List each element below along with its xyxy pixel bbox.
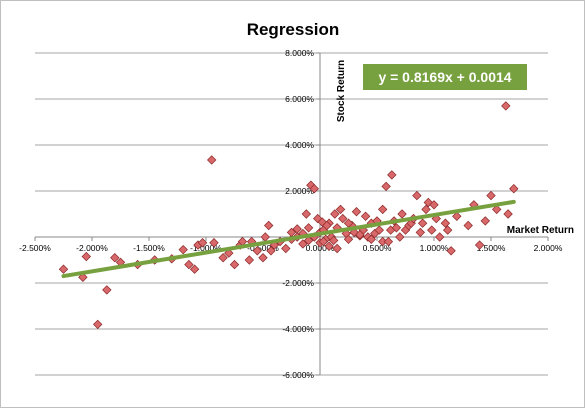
data-point (387, 170, 397, 180)
y-tick-label: -4.000% (282, 324, 314, 334)
data-point (427, 225, 437, 235)
equation-text: y = 0.8169x + 0.0014 (378, 69, 511, 85)
chart-title: Regression (247, 20, 340, 39)
x-tick-label: 1.000% (420, 243, 449, 253)
data-point (209, 238, 219, 248)
data-point (303, 235, 314, 246)
data-point (218, 253, 228, 263)
data-point (452, 211, 462, 221)
data-point (244, 255, 255, 265)
data-point (395, 232, 405, 242)
data-point (412, 190, 422, 201)
data-point (415, 227, 426, 238)
y-tick-label: 6.000% (285, 94, 314, 104)
data-point (324, 241, 334, 251)
data-point (421, 204, 431, 215)
data-point (189, 264, 200, 274)
y-tick-label: 4.000% (285, 140, 314, 150)
data-point (397, 209, 407, 219)
data-point (197, 238, 208, 248)
data-point (281, 243, 291, 254)
data-point (330, 209, 340, 219)
x-tick-label: -2.000% (76, 243, 108, 253)
trendline (61, 199, 516, 279)
data-point (383, 236, 394, 247)
data-point (503, 209, 513, 219)
data-point (224, 248, 234, 258)
data-point (417, 218, 428, 228)
data-point (440, 218, 451, 228)
y-tick-label: 8.000% (285, 48, 314, 58)
x-tick-label: 1.500% (477, 243, 506, 253)
data-point (178, 244, 188, 255)
data-point (423, 197, 433, 208)
data-point (207, 155, 217, 165)
data-point (264, 220, 274, 231)
data-point (446, 246, 456, 256)
data-point (322, 220, 332, 231)
data-point (429, 200, 439, 210)
data-point (93, 319, 103, 330)
data-point (318, 236, 329, 247)
data-point (335, 204, 346, 215)
data-point (442, 225, 453, 235)
data-point (509, 184, 519, 194)
x-tick-label: -2.500% (19, 243, 51, 253)
data-point (391, 223, 402, 233)
y-tick-label: -2.000% (282, 278, 314, 288)
data-point (381, 181, 391, 192)
data-point (81, 251, 91, 262)
trendline-layer (61, 199, 516, 279)
data-point (328, 235, 339, 246)
data-point (301, 209, 312, 219)
x-tick-label: -1.500% (133, 243, 165, 253)
data-point (258, 253, 268, 263)
data-point (501, 101, 511, 111)
data-point (332, 243, 342, 254)
x-tick-label: 0.500% (363, 243, 392, 253)
data-point (355, 230, 365, 240)
data-point (260, 232, 270, 242)
tick-labels: -2.500% -2.000% -1.500% -1.000% -0.500% 0.000… (19, 48, 563, 380)
x-axis-title: Market Return (507, 225, 574, 236)
data-point (366, 234, 376, 244)
data-point (435, 232, 445, 242)
y-axis-title: Stock Return (336, 60, 347, 122)
data-point (474, 240, 485, 250)
data-point (58, 264, 69, 274)
data-point (463, 220, 473, 231)
data-points (58, 101, 519, 330)
data-point (229, 259, 240, 270)
data-point (343, 234, 354, 244)
trendline-equation-label: y = 0.8169x + 0.0014 (363, 64, 527, 90)
data-point (378, 204, 388, 215)
data-point (486, 190, 496, 201)
data-point (374, 225, 384, 235)
x-tick-label: -1.000% (190, 243, 222, 253)
data-point (309, 184, 319, 194)
equation-box (363, 64, 527, 90)
data-point (184, 259, 194, 270)
data-point (252, 246, 262, 256)
data-point (110, 253, 120, 263)
y-tick-label: -6.000% (282, 370, 314, 380)
data-point (338, 213, 348, 224)
x-tick-label: 0.000% (306, 243, 335, 253)
data-point (492, 204, 502, 215)
gridlines (35, 52, 548, 376)
data-point (360, 211, 371, 221)
data-point (102, 285, 112, 295)
x-tick-label: -0.500% (247, 243, 279, 253)
data-point (266, 246, 276, 256)
data-point (303, 223, 314, 233)
data-point (351, 207, 362, 217)
x-tick-label: 2.000% (534, 243, 563, 253)
data-point (480, 216, 490, 226)
y-tick-label: 2.000% (285, 186, 314, 196)
data-point (298, 239, 308, 249)
